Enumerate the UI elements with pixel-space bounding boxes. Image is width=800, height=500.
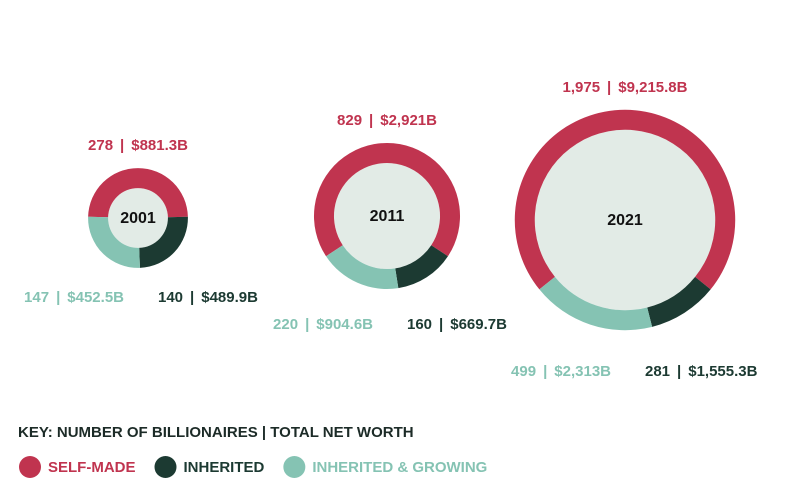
donut-segment: [647, 276, 711, 327]
net-worth-label: $2,313B: [554, 363, 611, 380]
separator: |: [56, 289, 60, 306]
value-label: 147 | $452.5B: [24, 289, 124, 306]
donut-hole: [108, 188, 168, 248]
separator: |: [607, 79, 611, 96]
count-label: 160: [407, 316, 432, 333]
legend-label: INHERITED: [184, 459, 265, 476]
count-label: 281: [645, 363, 670, 380]
separator: |: [120, 137, 124, 154]
separator: |: [369, 112, 373, 129]
value-label: 220 | $904.6B: [273, 316, 373, 333]
legend-swatch: [19, 456, 41, 478]
legend-label: INHERITED & GROWING: [312, 459, 487, 476]
net-worth-label: $2,921B: [380, 112, 437, 129]
count-label: 278: [88, 137, 113, 154]
net-worth-label: $904.6B: [316, 316, 373, 333]
count-label: 829: [337, 112, 362, 129]
count-label: 140: [158, 289, 183, 306]
value-label: 281 | $1,555.3B: [645, 363, 758, 380]
donut-segment: [514, 109, 736, 290]
count-label: 220: [273, 316, 298, 333]
count-label: 1,975: [563, 79, 601, 96]
separator: |: [677, 363, 681, 380]
key-title: KEY: NUMBER OF BILLIONAIRES | TOTAL NET …: [18, 424, 414, 441]
value-label: 499 | $2,313B: [511, 363, 611, 380]
value-label: 829 | $2,921B: [337, 112, 437, 129]
donut-segment: [395, 245, 448, 289]
value-label: 278 | $881.3B: [88, 137, 188, 154]
net-worth-label: $9,215.8B: [618, 79, 687, 96]
donut-segment: [88, 168, 188, 218]
donut-segment: [313, 142, 461, 257]
donut-hole: [333, 162, 441, 270]
year-label: 2021: [607, 212, 643, 229]
year-label: 2011: [370, 208, 405, 225]
legend-label: SELF-MADE: [48, 459, 136, 476]
separator: |: [439, 316, 443, 333]
separator: |: [190, 289, 194, 306]
value-label: 160 | $669.7B: [407, 316, 507, 333]
donut-segment: [326, 245, 399, 290]
net-worth-label: $489.9B: [201, 289, 258, 306]
donut-segment: [88, 216, 140, 268]
legend-swatch: [154, 456, 177, 478]
donut-hole: [534, 129, 716, 311]
value-label: 140 | $489.9B: [158, 289, 258, 306]
donut-segment: [139, 216, 188, 268]
net-worth-label: $1,555.3B: [688, 363, 757, 380]
year-label: 2001: [120, 210, 156, 227]
donut-segment: [539, 276, 653, 331]
count-label: 499: [511, 363, 536, 380]
count-label: 147: [24, 289, 49, 306]
value-label: 1,975 | $9,215.8B: [563, 79, 688, 96]
net-worth-label: $881.3B: [131, 137, 188, 154]
separator: |: [543, 363, 547, 380]
legend-swatch: [283, 456, 306, 478]
separator: |: [305, 316, 309, 333]
net-worth-label: $452.5B: [67, 289, 124, 306]
net-worth-label: $669.7B: [450, 316, 507, 333]
